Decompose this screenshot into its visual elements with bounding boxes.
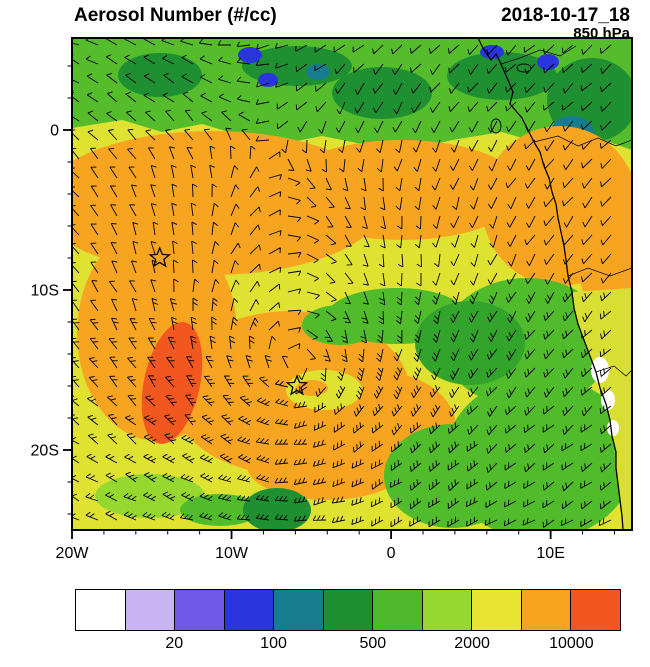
colorbar-label: 500 (359, 635, 387, 652)
colorbar-box (124, 590, 175, 630)
colorbar-labels: 20 100 500 2000 10000 (75, 631, 621, 655)
contour-region (258, 73, 278, 87)
colorbar-label: 20 (165, 635, 184, 652)
colorbar-box (174, 590, 224, 630)
contour-region (480, 45, 504, 59)
contour-region (280, 140, 524, 240)
contour-region (447, 52, 557, 100)
contour-region (332, 67, 432, 119)
colorbar-box (421, 590, 472, 630)
map-frame (71, 37, 633, 531)
contour-region (601, 390, 615, 410)
y-tick-label: 10S (31, 283, 59, 300)
contour-region (607, 420, 619, 436)
x-tick-label: 0 (387, 545, 396, 562)
contour-region (243, 488, 311, 530)
pressure-level-label: 850 hPa (573, 25, 630, 42)
contour-region (238, 47, 262, 63)
colorbar-box (570, 590, 621, 630)
page-title: Aerosol Number (#/cc) (74, 5, 277, 26)
colorbar-label: 10000 (549, 635, 594, 652)
contour-region (306, 64, 330, 80)
colorbar-box (520, 590, 571, 630)
aerosol-field (72, 38, 632, 530)
contour-region (180, 494, 260, 526)
colorbar-box (76, 590, 125, 630)
country-border (567, 267, 632, 277)
map-svg: 20W 10W 0 10E 0 10S 20S (31, 37, 633, 562)
contour-region (141, 322, 203, 444)
x-tick-label: 10W (215, 545, 249, 562)
colorbar-label: 2000 (454, 635, 490, 652)
colorbar-label: 100 (260, 635, 287, 652)
colorbar-boxes (75, 589, 621, 631)
star-marker (148, 246, 171, 268)
lake-outline (516, 63, 532, 73)
contour-region (247, 432, 407, 500)
contour-region (384, 424, 520, 528)
y-tick-label: 0 (50, 123, 59, 140)
contour-region (415, 301, 525, 385)
contour-region (591, 357, 609, 383)
country-border (533, 135, 632, 147)
colorbar-box (471, 590, 521, 630)
colorbar: 20 100 500 2000 10000 (75, 589, 621, 655)
star-marker (285, 374, 309, 396)
y-tick-label: 20S (31, 443, 59, 460)
lake-outline (490, 118, 502, 134)
axis-ticks (63, 65, 615, 539)
country-border (595, 365, 632, 377)
plot-datetime: 2018-10-17_18 (501, 5, 630, 26)
x-tick-label: 10E (536, 545, 564, 562)
colorbar-box (223, 590, 274, 630)
contour-region (118, 53, 202, 97)
coastline (477, 38, 624, 530)
contour-region (302, 305, 378, 345)
colorbar-box (273, 590, 323, 630)
country-border (500, 45, 577, 65)
contour-region (537, 54, 559, 70)
x-tick-label: 20W (56, 545, 90, 562)
contour-region (572, 288, 632, 530)
colorbar-box (322, 590, 373, 630)
colorbar-box (372, 590, 422, 630)
